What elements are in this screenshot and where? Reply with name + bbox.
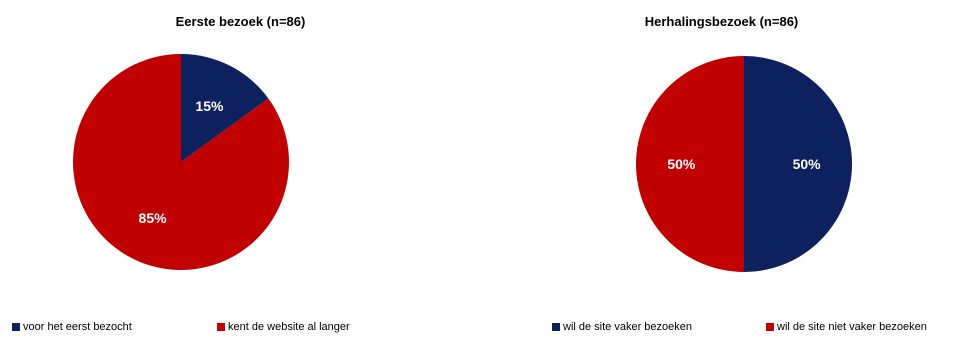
chart-title: Eerste bezoek (n=86) (175, 14, 306, 29)
legend: voor het eerst bezocht kent de website a… (0, 321, 481, 337)
legend-swatch (552, 323, 560, 331)
pie-slice (181, 54, 269, 162)
legend-label: voor het eerst bezocht (23, 321, 132, 333)
legend-item: voor het eerst bezocht (12, 321, 132, 333)
data-label: 50% (667, 156, 696, 172)
pie-chart: 50% 50% (636, 56, 852, 272)
legend: wil de site vaker bezoeken wil de site n… (481, 321, 962, 337)
legend-swatch (217, 323, 225, 331)
data-label: 15% (195, 98, 224, 114)
legend-label: wil de site vaker bezoeken (563, 321, 693, 333)
pie-slice (72, 54, 289, 271)
chart-eerste-bezoek: Eerste bezoek (n=86) 15% 85% voor het eer… (0, 14, 481, 337)
legend-item: wil de site vaker bezoeken (552, 321, 692, 333)
legend-item: kent de website al langer (217, 321, 350, 333)
chart-title: Herhalingsbezoek (n=86) (644, 14, 799, 29)
legend-item: wil de site niet vaker bezoeken (766, 321, 927, 333)
pie-slice (744, 56, 852, 272)
pie-chart: 15% 85% (72, 54, 289, 271)
data-label: 50% (793, 156, 822, 172)
pie-slice (636, 56, 744, 272)
legend-swatch (766, 323, 774, 331)
legend-label: wil de site niet vaker bezoeken (777, 321, 927, 333)
legend-label: kent de website al langer (228, 321, 350, 333)
legend-swatch (12, 323, 20, 331)
chart-herhalingsbezoek: Herhalingsbezoek (n=86) 50% 50% wil de si… (481, 0, 962, 338)
data-label: 85% (139, 210, 168, 226)
